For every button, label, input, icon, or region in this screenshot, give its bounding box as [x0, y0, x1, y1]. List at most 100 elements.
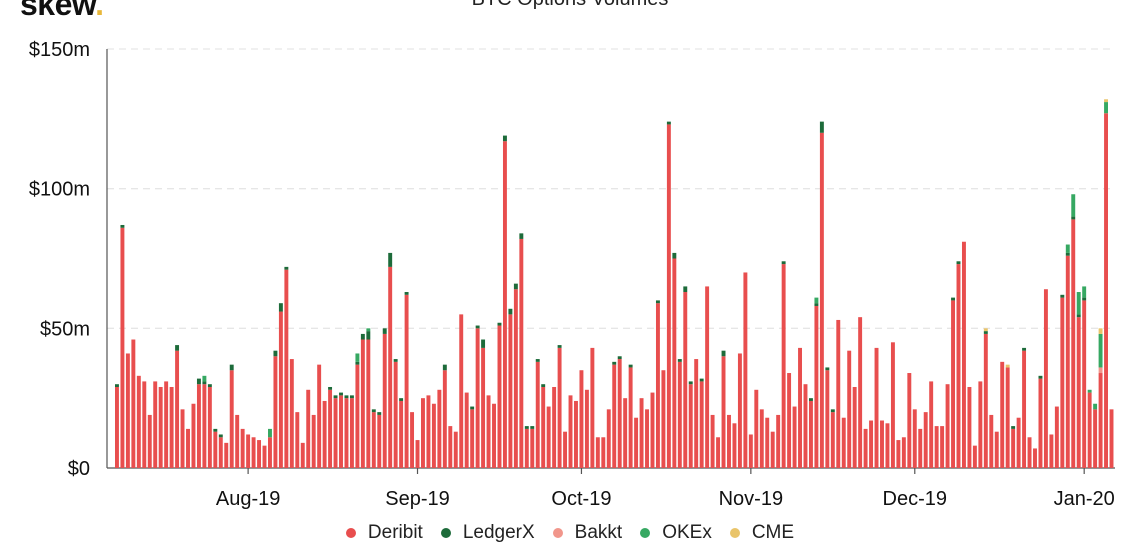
legend-item-okex[interactable]: OKEx: [640, 522, 712, 544]
bar-deribit-95: [634, 417, 639, 468]
legend-marker-icon: [552, 527, 563, 538]
bar-ledgerx-40: [333, 395, 338, 399]
bar-deribit-66: [475, 328, 480, 468]
bar-deribit-121: [776, 414, 781, 468]
bar-deribit-17: [207, 386, 212, 468]
bar-deribit-155: [961, 241, 966, 468]
bar-ledgerx-75: [524, 426, 529, 429]
bar-ledgerx-17: [207, 384, 212, 387]
bar-deribit-22: [235, 414, 240, 468]
bar-deribit-160: [989, 414, 994, 468]
bar-deribit-120: [770, 431, 775, 468]
bar-deribit-100: [661, 370, 666, 468]
bar-deribit-182: [1109, 409, 1114, 468]
bar-deribit-107: [699, 381, 704, 468]
x-tick-label: Dec-19: [883, 488, 947, 510]
bar-okex-28: [268, 428, 272, 438]
bar-deribit-153: [951, 300, 955, 468]
bar-ledgerx-169: [1038, 375, 1043, 379]
bar-ledgerx-177: [1082, 297, 1087, 301]
bar-ledgerx-31: [284, 266, 289, 270]
bar-deribit-75: [524, 428, 529, 468]
legend-item-bakkt[interactable]: Bakkt: [552, 522, 622, 544]
bar-deribit-154: [956, 264, 961, 468]
bar-ledgerx-107: [699, 378, 704, 382]
legend-item-cme[interactable]: CME: [729, 522, 794, 544]
bar-deribit-103: [677, 361, 682, 468]
bar-deribit-135: [852, 386, 857, 468]
y-tick-label: $50m: [40, 318, 90, 340]
bar-ledgerx-66: [475, 325, 480, 329]
bar-deribit-4: [136, 375, 141, 468]
bar-ledgerx-74: [519, 233, 524, 239]
bar-deribit-111: [721, 356, 726, 468]
bar-ledgerx-0: [115, 384, 119, 387]
bar-deribit-78: [541, 386, 546, 468]
bar-deribit-37: [317, 364, 322, 468]
bar-deribit-10: [169, 386, 174, 468]
bar-deribit-165: [1016, 417, 1021, 468]
legend-marker-icon: [345, 527, 356, 538]
bar-deribit-45: [360, 339, 365, 468]
bar-ledgerx-71: [502, 135, 507, 142]
bar-deribit-33: [295, 412, 300, 468]
bar-deribit-131: [830, 412, 835, 468]
bar-deribit-61: [448, 426, 453, 468]
chart-legend: Deribit LedgerX Bakkt OKEx CME: [0, 522, 1140, 544]
bar-ledgerx-72: [508, 308, 513, 315]
bar-ledgerx-122: [781, 261, 786, 265]
bar-ledgerx-41: [339, 392, 343, 396]
bar-deribit-145: [907, 373, 912, 468]
bar-ledgerx-1: [120, 224, 125, 228]
bar-cme-163: [1005, 364, 1010, 368]
bar-deribit-60: [442, 370, 447, 468]
bar-ledgerx-46: [366, 331, 371, 340]
bar-deribit-87: [590, 347, 595, 468]
bar-ledgerx-104: [683, 286, 688, 293]
bar-deribit-62: [453, 431, 458, 468]
bar-deribit-5: [142, 381, 147, 468]
bar-ledgerx-70: [497, 322, 502, 326]
bar-ledgerx-21: [229, 364, 234, 371]
bar-deribit-46: [366, 339, 371, 468]
bar-deribit-127: [808, 400, 813, 468]
legend-item-deribit[interactable]: Deribit: [345, 522, 423, 544]
bar-deribit-138: [869, 420, 874, 468]
bar-deribit-118: [759, 409, 764, 468]
bar-okex-178: [1087, 389, 1092, 393]
legend-marker-icon: [440, 527, 451, 538]
bar-deribit-166: [1022, 350, 1027, 468]
bar-ledgerx-129: [819, 121, 824, 133]
bar-ledgerx-51: [393, 359, 398, 362]
bar-deribit-144: [901, 437, 906, 468]
bar-deribit-125: [798, 347, 802, 468]
bar-deribit-88: [595, 437, 600, 468]
bar-deribit-99: [655, 303, 660, 468]
bar-ledgerx-111: [721, 350, 726, 357]
bar-deribit-83: [568, 395, 573, 468]
y-tick-label: $150m: [29, 39, 90, 61]
bar-deribit-91: [612, 364, 617, 468]
bar-deribit-16: [202, 384, 207, 468]
bar-deribit-63: [459, 314, 464, 468]
bar-deribit-54: [410, 412, 415, 468]
bar-deribit-25: [251, 437, 256, 468]
bar-deribit-84: [574, 400, 578, 468]
bar-deribit-74: [519, 238, 524, 468]
bar-deribit-173: [1060, 297, 1065, 468]
bar-deribit-117: [754, 389, 759, 468]
bar-ledgerx-101: [666, 121, 671, 125]
bar-deribit-71: [502, 141, 507, 468]
bar-deribit-142: [890, 342, 895, 468]
bar-deribit-104: [683, 292, 688, 468]
bar-deribit-56: [421, 398, 425, 468]
legend-item-ledgerx[interactable]: LedgerX: [440, 522, 535, 544]
x-tick-label: Nov-19: [719, 488, 783, 510]
bar-deribit-178: [1087, 392, 1092, 468]
bar-deribit-114: [737, 353, 742, 468]
bar-deribit-168: [1033, 448, 1037, 468]
bar-okex-176: [1076, 292, 1081, 315]
bar-okex-44: [355, 353, 360, 362]
bar-deribit-167: [1027, 437, 1032, 468]
brand-name: skew: [20, 0, 96, 22]
